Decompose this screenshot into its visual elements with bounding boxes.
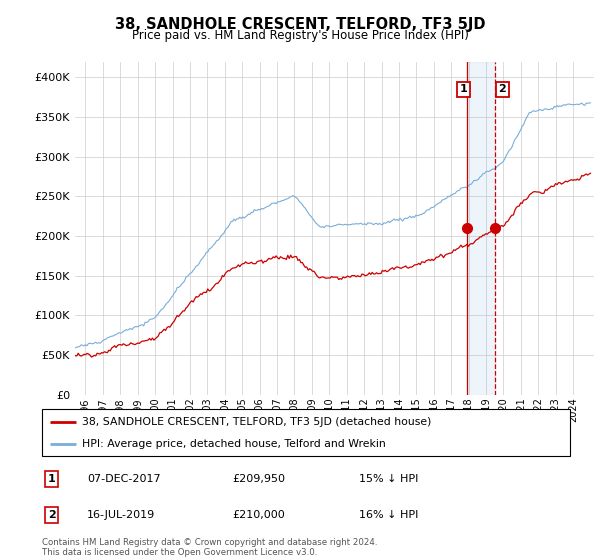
Text: 1: 1 bbox=[460, 85, 467, 95]
Text: Price paid vs. HM Land Registry's House Price Index (HPI): Price paid vs. HM Land Registry's House … bbox=[131, 29, 469, 42]
Text: 2: 2 bbox=[47, 510, 55, 520]
Text: 15% ↓ HPI: 15% ↓ HPI bbox=[359, 474, 418, 484]
Text: Contains HM Land Registry data © Crown copyright and database right 2024.
This d: Contains HM Land Registry data © Crown c… bbox=[42, 538, 377, 557]
Text: 2: 2 bbox=[499, 85, 506, 95]
FancyBboxPatch shape bbox=[42, 409, 570, 456]
Text: 16-JUL-2019: 16-JUL-2019 bbox=[87, 510, 155, 520]
Text: HPI: Average price, detached house, Telford and Wrekin: HPI: Average price, detached house, Telf… bbox=[82, 438, 385, 449]
Text: 07-DEC-2017: 07-DEC-2017 bbox=[87, 474, 161, 484]
Text: 38, SANDHOLE CRESCENT, TELFORD, TF3 5JD: 38, SANDHOLE CRESCENT, TELFORD, TF3 5JD bbox=[115, 17, 485, 32]
Text: £210,000: £210,000 bbox=[232, 510, 285, 520]
Text: 16% ↓ HPI: 16% ↓ HPI bbox=[359, 510, 418, 520]
Text: £209,950: £209,950 bbox=[232, 474, 285, 484]
Bar bbox=[467, 62, 496, 395]
Text: 38, SANDHOLE CRESCENT, TELFORD, TF3 5JD (detached house): 38, SANDHOLE CRESCENT, TELFORD, TF3 5JD … bbox=[82, 417, 431, 427]
Text: 1: 1 bbox=[47, 474, 55, 484]
